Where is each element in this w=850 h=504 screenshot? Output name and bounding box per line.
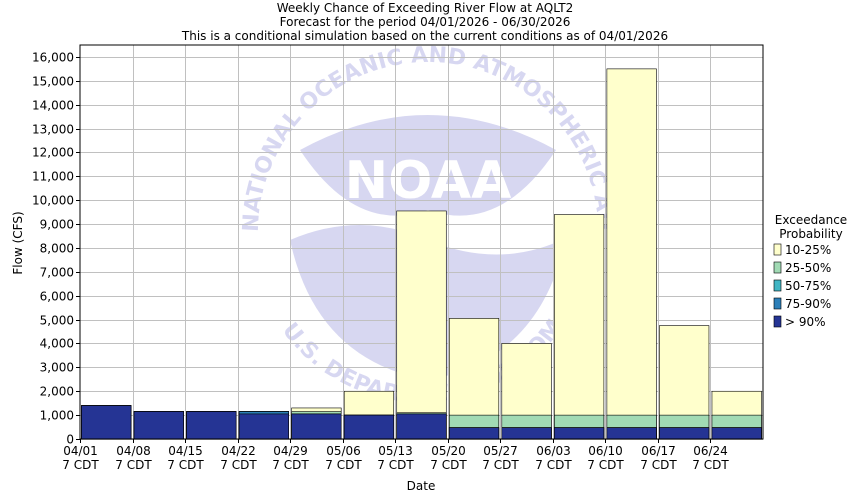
x-tick-label-time: 7 CDT bbox=[692, 458, 729, 472]
bar-90-04-08 bbox=[133, 411, 184, 440]
legend-label: 50-75% bbox=[785, 279, 831, 293]
y-tick-label: 5,000 bbox=[40, 314, 74, 328]
legend-swatch bbox=[773, 315, 782, 328]
x-tick-label-time: 7 CDT bbox=[62, 458, 99, 472]
bar-90-04-29 bbox=[291, 413, 342, 440]
bar-90-06-10 bbox=[606, 427, 657, 440]
y-tick-label: 0 bbox=[66, 433, 74, 447]
y-tick-label: 7,000 bbox=[40, 266, 74, 280]
y-tick-label: 16,000 bbox=[32, 51, 74, 65]
x-tick-label-date: 05/27 bbox=[483, 444, 518, 458]
bar-90-04-15 bbox=[186, 411, 237, 440]
x-tick-label-date: 04/01 bbox=[63, 444, 98, 458]
x-tick-label-date: 05/13 bbox=[378, 444, 413, 458]
x-tick-label-time: 7 CDT bbox=[482, 458, 519, 472]
bar-90-05-06 bbox=[343, 414, 395, 440]
y-axis: 0 1,000 2,000 3,000 4,000 5,000 6,000 7,000 8,00… bbox=[32, 51, 80, 447]
legend-swatch bbox=[773, 279, 782, 292]
x-tick-label-date: 06/03 bbox=[536, 444, 571, 458]
x-tick-label-time: 7 CDT bbox=[220, 458, 257, 472]
y-tick-label: 15,000 bbox=[32, 75, 74, 89]
x-tick-label-time: 7 CDT bbox=[377, 458, 414, 472]
x-tick-label-date: 06/17 bbox=[641, 444, 676, 458]
legend-title-line-1: Exceedance bbox=[775, 213, 847, 227]
legend-swatch bbox=[773, 297, 782, 310]
bars bbox=[81, 68, 762, 440]
y-tick-label: 13,000 bbox=[32, 123, 74, 137]
y-tick-label: 4,000 bbox=[40, 337, 74, 351]
y-tick-label: 6,000 bbox=[40, 290, 74, 304]
bar-90-05-20 bbox=[448, 427, 500, 440]
legend-title-line-2: Probability bbox=[779, 227, 842, 241]
y-axis-label: Flow (CFS) bbox=[11, 211, 25, 274]
legend: Exceedance Probability 10-25% 25-50% 50-75… bbox=[773, 213, 847, 329]
bar-90-05-13 bbox=[396, 413, 447, 440]
y-tick-label: 9,000 bbox=[40, 218, 74, 232]
y-tick-label: 1,000 bbox=[40, 409, 74, 423]
x-tick-label-time: 7 CDT bbox=[325, 458, 362, 472]
chart-subtitle-period: Forecast for the period 04/01/2026 - 06/… bbox=[280, 15, 571, 29]
y-tick-label: 2,000 bbox=[40, 385, 74, 399]
x-tick-label-date: 04/15 bbox=[168, 444, 203, 458]
y-tick-label: 11,000 bbox=[32, 170, 74, 184]
bar-90-05-27 bbox=[501, 427, 552, 440]
bar-10-25-06-03 bbox=[554, 214, 605, 440]
y-tick-label: 12,000 bbox=[32, 146, 74, 160]
y-tick-label: 8,000 bbox=[40, 242, 74, 256]
bar-90-04-01 bbox=[81, 405, 132, 440]
legend-label: > 90% bbox=[785, 315, 826, 329]
x-tick-label-time: 7 CDT bbox=[167, 458, 204, 472]
chart-title: Weekly Chance of Exceeding River Flow at… bbox=[277, 1, 574, 15]
x-tick-label-time: 7 CDT bbox=[272, 458, 309, 472]
y-tick-label: 10,000 bbox=[32, 194, 74, 208]
x-tick-label-date: 06/24 bbox=[693, 444, 728, 458]
x-tick-label-time: 7 CDT bbox=[115, 458, 152, 472]
legend-label: 10-25% bbox=[785, 243, 831, 257]
x-tick-label-date: 04/29 bbox=[273, 444, 308, 458]
legend-swatch bbox=[773, 243, 782, 256]
y-tick-label: 14,000 bbox=[32, 99, 74, 113]
bar-90-06-03 bbox=[554, 427, 605, 440]
bar-10-25-05-13 bbox=[396, 210, 447, 440]
y-tick-label: 3,000 bbox=[40, 361, 74, 375]
watermark-logo-text: NOAA bbox=[345, 151, 512, 211]
x-tick-label-date: 05/20 bbox=[431, 444, 466, 458]
legend-swatch bbox=[773, 261, 782, 274]
x-tick-label-date: 05/06 bbox=[326, 444, 361, 458]
bar-90-04-22 bbox=[238, 413, 289, 440]
x-tick-label-date: 06/10 bbox=[588, 444, 623, 458]
bar-90-06-24 bbox=[711, 427, 762, 440]
x-tick-label-time: 7 CDT bbox=[587, 458, 624, 472]
x-tick-label-date: 04/22 bbox=[221, 444, 256, 458]
x-tick-label-time: 7 CDT bbox=[535, 458, 572, 472]
bar-90-06-17 bbox=[659, 427, 710, 440]
x-tick-label-date: 04/08 bbox=[116, 444, 151, 458]
bar-10-25-06-10 bbox=[606, 68, 657, 440]
chart-subtitle-conditions: This is a conditional simulation based o… bbox=[181, 29, 668, 43]
x-tick-label-time: 7 CDT bbox=[640, 458, 677, 472]
x-tick-label-time: 7 CDT bbox=[430, 458, 467, 472]
legend-label: 75-90% bbox=[785, 297, 831, 311]
plot-border bbox=[79, 44, 764, 440]
legend-label: 25-50% bbox=[785, 261, 831, 275]
x-axis-label: Date bbox=[407, 479, 436, 493]
